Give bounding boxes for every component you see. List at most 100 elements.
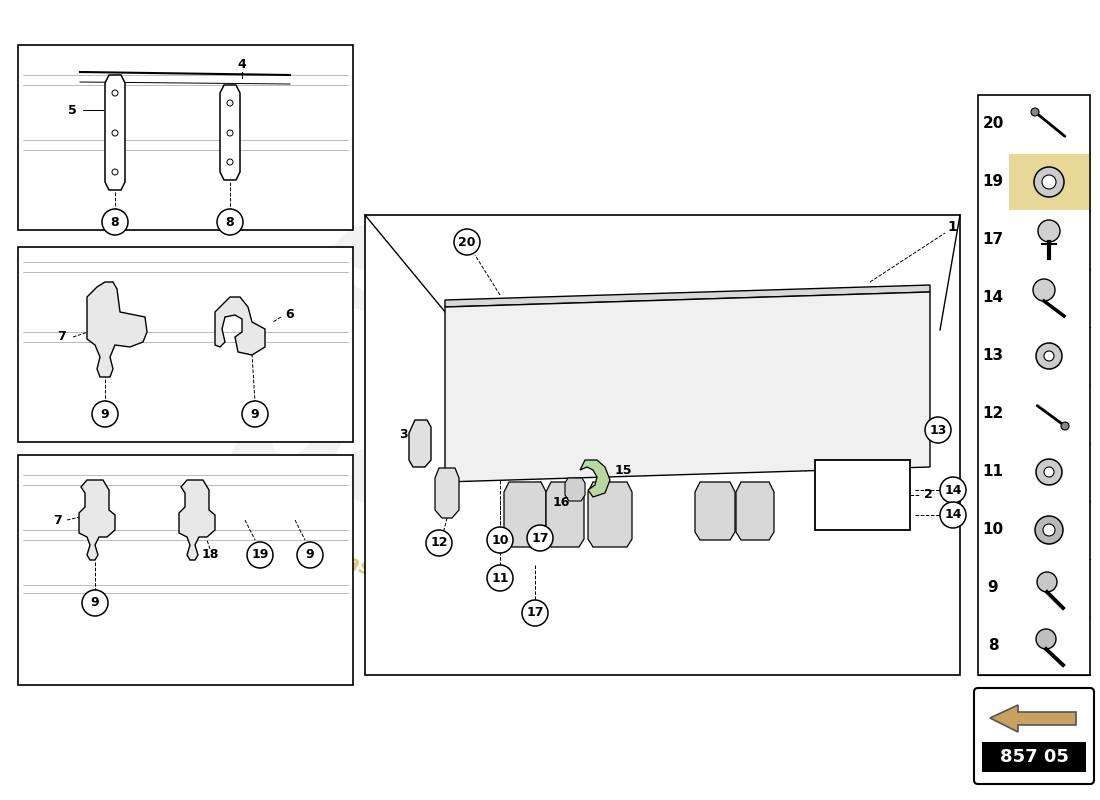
Circle shape: [426, 530, 452, 556]
Text: a passion for parts since 1985: a passion for parts since 1985: [308, 541, 652, 670]
Polygon shape: [87, 282, 147, 377]
Text: 14: 14: [944, 509, 961, 522]
Circle shape: [248, 542, 273, 568]
Circle shape: [487, 565, 513, 591]
Text: 15: 15: [614, 463, 631, 477]
Polygon shape: [565, 478, 585, 501]
Circle shape: [1036, 629, 1056, 649]
FancyBboxPatch shape: [982, 742, 1086, 772]
Text: 10: 10: [492, 534, 508, 546]
Text: 8: 8: [111, 215, 119, 229]
Circle shape: [102, 209, 128, 235]
Text: 19: 19: [982, 174, 1003, 190]
Circle shape: [217, 209, 243, 235]
Text: 11: 11: [492, 571, 508, 585]
FancyBboxPatch shape: [365, 215, 960, 675]
Polygon shape: [546, 482, 584, 547]
Polygon shape: [446, 292, 930, 482]
Circle shape: [227, 100, 233, 106]
Circle shape: [527, 525, 553, 551]
Text: 10: 10: [982, 522, 1003, 538]
Text: 8: 8: [226, 215, 234, 229]
Circle shape: [242, 401, 268, 427]
Polygon shape: [179, 480, 214, 560]
Circle shape: [92, 401, 118, 427]
Text: 13: 13: [982, 349, 1003, 363]
Text: 9: 9: [101, 407, 109, 421]
Circle shape: [1036, 343, 1062, 369]
Text: 16: 16: [552, 497, 570, 510]
Polygon shape: [214, 297, 265, 355]
Text: 8: 8: [988, 638, 999, 654]
Text: 17: 17: [982, 233, 1003, 247]
Circle shape: [1043, 524, 1055, 536]
Circle shape: [940, 502, 966, 528]
Text: 17: 17: [531, 531, 549, 545]
Circle shape: [227, 130, 233, 136]
Text: 9: 9: [988, 581, 999, 595]
Circle shape: [82, 590, 108, 616]
Text: 3: 3: [398, 429, 407, 442]
Text: 11: 11: [982, 465, 1003, 479]
Text: 14: 14: [982, 290, 1003, 306]
Text: 14: 14: [944, 483, 961, 497]
Text: 4: 4: [238, 58, 246, 71]
Text: 7: 7: [57, 330, 66, 343]
Polygon shape: [736, 482, 774, 540]
Polygon shape: [990, 705, 1076, 732]
Polygon shape: [409, 420, 431, 467]
Polygon shape: [588, 482, 632, 547]
FancyBboxPatch shape: [1009, 154, 1089, 210]
Circle shape: [1038, 220, 1060, 242]
Text: 19: 19: [251, 549, 268, 562]
Text: 9: 9: [90, 597, 99, 610]
Text: 9: 9: [306, 549, 315, 562]
Text: 17: 17: [526, 606, 543, 619]
Polygon shape: [580, 460, 611, 497]
Text: 18: 18: [201, 549, 219, 562]
Polygon shape: [695, 482, 735, 540]
FancyBboxPatch shape: [18, 455, 353, 685]
Circle shape: [1044, 467, 1054, 477]
Circle shape: [1034, 167, 1064, 197]
Circle shape: [487, 527, 513, 553]
FancyBboxPatch shape: [18, 45, 353, 230]
Circle shape: [1035, 516, 1063, 544]
Circle shape: [112, 169, 118, 175]
Circle shape: [940, 477, 966, 503]
Circle shape: [112, 130, 118, 136]
Circle shape: [1042, 175, 1056, 189]
Circle shape: [925, 417, 952, 443]
Text: 7: 7: [53, 514, 62, 526]
Text: 13: 13: [930, 423, 947, 437]
Circle shape: [1037, 572, 1057, 592]
Circle shape: [1062, 422, 1069, 430]
Circle shape: [1033, 279, 1055, 301]
Circle shape: [454, 229, 480, 255]
Polygon shape: [446, 285, 930, 307]
Text: 6: 6: [286, 307, 295, 321]
Polygon shape: [504, 482, 546, 547]
Text: 12: 12: [982, 406, 1003, 422]
Circle shape: [1044, 351, 1054, 361]
FancyBboxPatch shape: [18, 247, 353, 442]
Circle shape: [297, 542, 323, 568]
Polygon shape: [104, 75, 125, 190]
FancyBboxPatch shape: [815, 460, 910, 530]
Text: 5: 5: [67, 103, 76, 117]
Polygon shape: [79, 480, 116, 560]
Text: 857 05: 857 05: [1000, 748, 1068, 766]
Circle shape: [1031, 108, 1040, 116]
FancyBboxPatch shape: [974, 688, 1094, 784]
Text: 20: 20: [459, 235, 475, 249]
Text: 12: 12: [430, 537, 448, 550]
Polygon shape: [434, 468, 459, 518]
Polygon shape: [220, 85, 240, 180]
Circle shape: [112, 90, 118, 96]
Circle shape: [522, 600, 548, 626]
Text: euro
parts: euro parts: [213, 168, 767, 632]
Circle shape: [227, 159, 233, 165]
Text: 20: 20: [982, 117, 1003, 131]
FancyBboxPatch shape: [978, 95, 1090, 675]
Circle shape: [1036, 459, 1062, 485]
